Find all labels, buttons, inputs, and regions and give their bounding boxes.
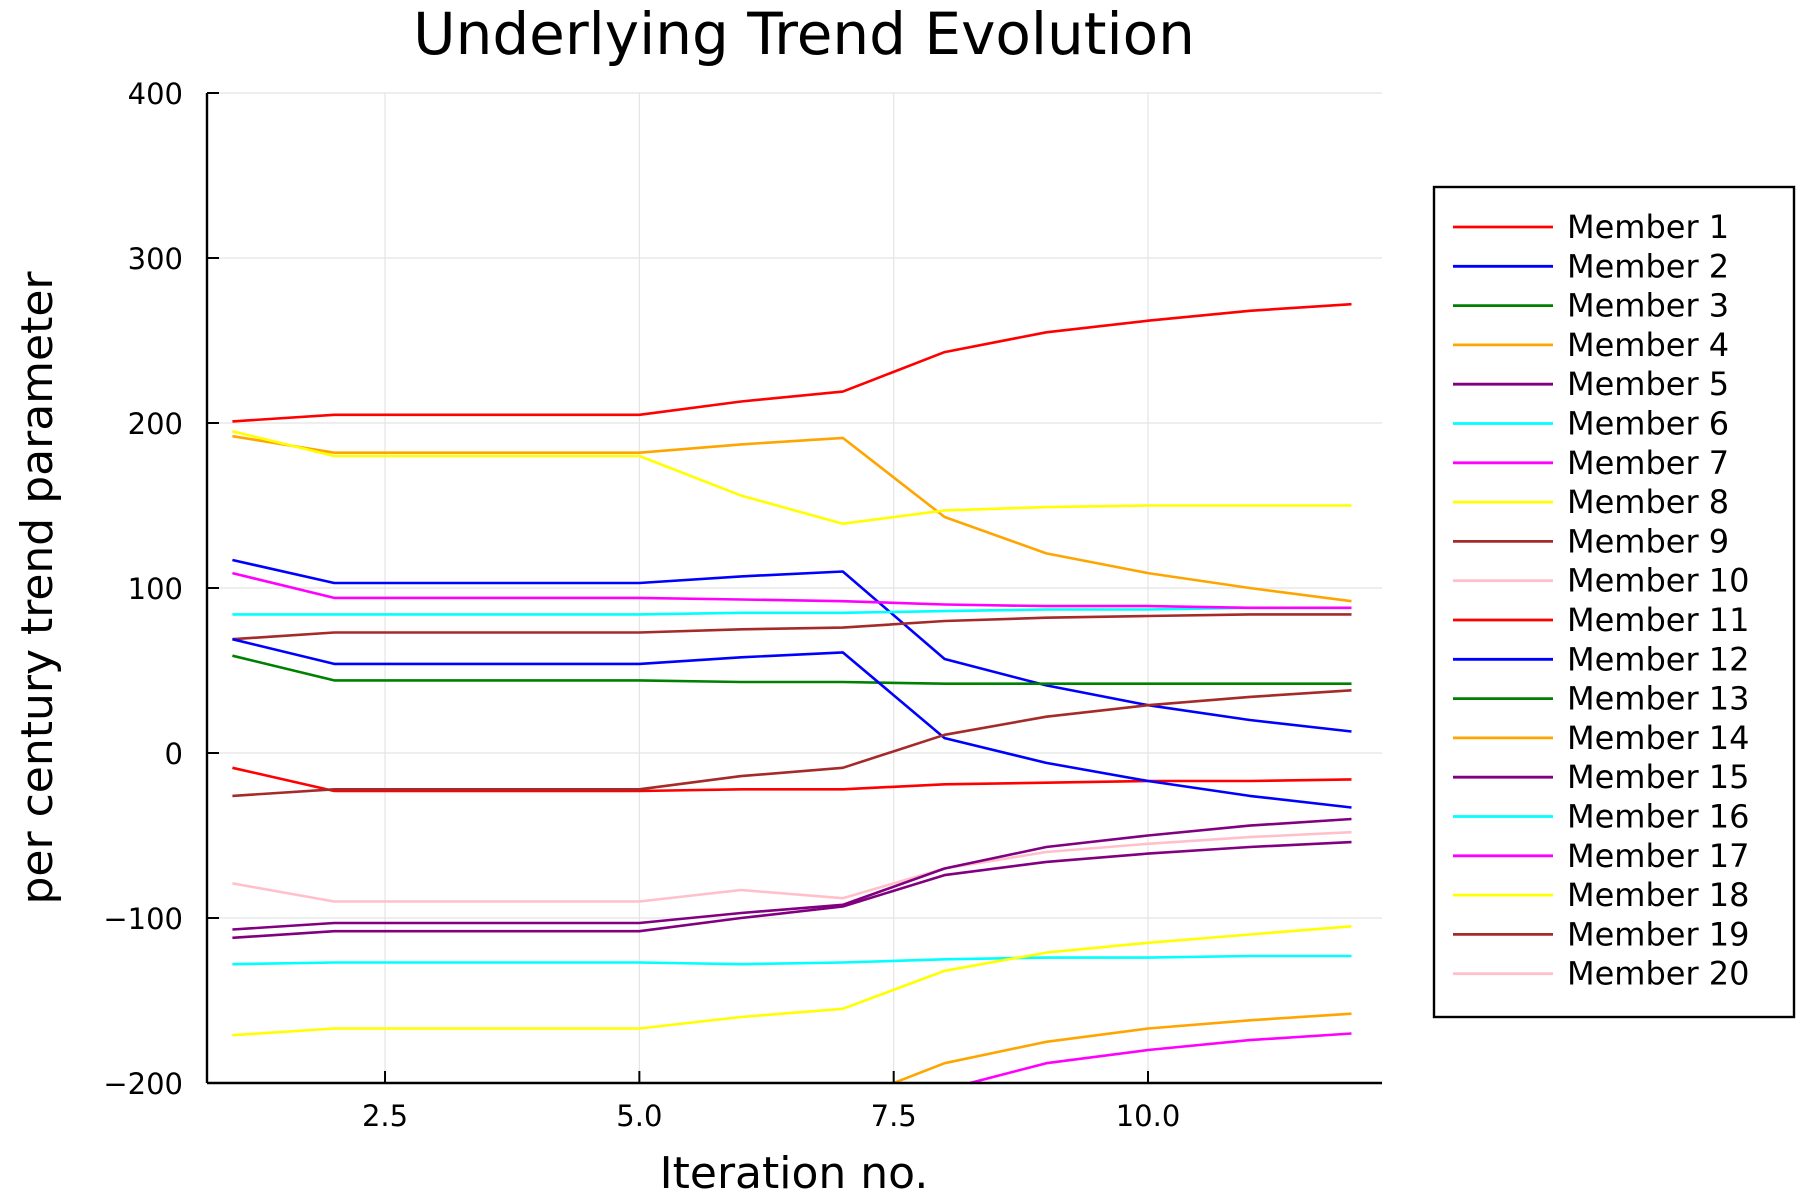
series-line-member-11 bbox=[232, 766, 1352, 793]
y-tick-label: 100 bbox=[128, 572, 183, 606]
series-line-member-17 bbox=[964, 1032, 1352, 1083]
grid bbox=[207, 92, 1382, 1084]
series-line-member-1 bbox=[232, 302, 1352, 423]
y-tick-label: 300 bbox=[128, 242, 183, 276]
series-line-member-18 bbox=[232, 925, 1352, 1037]
series-line-member-19 bbox=[232, 689, 1352, 798]
series-line-member-8 bbox=[232, 430, 1352, 525]
series-line-member-12 bbox=[232, 637, 1352, 809]
legend-label: Member 4 bbox=[1567, 326, 1729, 364]
series-line-member-5 bbox=[232, 840, 1352, 940]
legend-box bbox=[1432, 185, 1796, 1019]
legend-label: Member 6 bbox=[1567, 405, 1729, 443]
series-line-member-3 bbox=[232, 654, 1352, 685]
x-tick-label: 2.5 bbox=[362, 1099, 408, 1133]
legend-label: Member 10 bbox=[1567, 562, 1750, 600]
series-line-member-7 bbox=[232, 571, 1352, 610]
legend-label: Member 1 bbox=[1567, 208, 1729, 246]
y-tick-label: 200 bbox=[128, 407, 183, 441]
axes bbox=[205, 92, 1382, 1085]
legend-label: Member 9 bbox=[1567, 522, 1729, 560]
x-tick-label: 10.0 bbox=[1116, 1099, 1181, 1133]
legend-label: Member 19 bbox=[1567, 915, 1750, 953]
legend-label: Member 14 bbox=[1567, 719, 1750, 757]
series-line-member-6 bbox=[232, 606, 1352, 616]
y-axis-label: per century trend parameter bbox=[12, 271, 63, 905]
legend-label: Member 3 bbox=[1567, 287, 1729, 325]
legend-label: Member 20 bbox=[1567, 955, 1750, 993]
legend-label: Member 5 bbox=[1567, 365, 1729, 403]
x-axis-label: Iteration no. bbox=[660, 1148, 929, 1199]
x-tick-label: 5.0 bbox=[616, 1099, 662, 1133]
series-line-member-15 bbox=[232, 817, 1352, 931]
y-tick-label: 0 bbox=[165, 737, 183, 771]
y-tick-label: 400 bbox=[128, 77, 183, 111]
legend-label: Member 12 bbox=[1567, 640, 1750, 678]
series-line-member-2 bbox=[232, 558, 1352, 733]
legend-label: Member 15 bbox=[1567, 758, 1750, 796]
series-line-member-4 bbox=[232, 434, 1352, 603]
series-lines bbox=[232, 302, 1352, 1083]
tick-labels: 2.5 5.0 7.5 10.0 −200 −100 0 100 200 300 400 bbox=[103, 77, 1180, 1133]
legend-label: Member 8 bbox=[1567, 483, 1729, 521]
legend-label: Member 17 bbox=[1567, 837, 1750, 875]
y-tick-label: −100 bbox=[103, 902, 183, 936]
series-line-member-14 bbox=[890, 1012, 1352, 1083]
legend-label: Member 13 bbox=[1567, 680, 1750, 718]
legend-label: Member 11 bbox=[1567, 601, 1750, 639]
legend-label: Member 16 bbox=[1567, 798, 1750, 836]
legend-label: Member 7 bbox=[1567, 444, 1729, 482]
x-tick-label: 7.5 bbox=[871, 1099, 917, 1133]
series-line-member-10 bbox=[232, 830, 1352, 903]
y-tick-label: −200 bbox=[103, 1067, 183, 1101]
series-line-member-16 bbox=[232, 954, 1352, 966]
chart-title: Underlying Trend Evolution bbox=[413, 0, 1195, 68]
series-line-member-9 bbox=[232, 613, 1352, 641]
legend-label: Member 2 bbox=[1567, 247, 1729, 285]
legend-label: Member 18 bbox=[1567, 876, 1750, 914]
